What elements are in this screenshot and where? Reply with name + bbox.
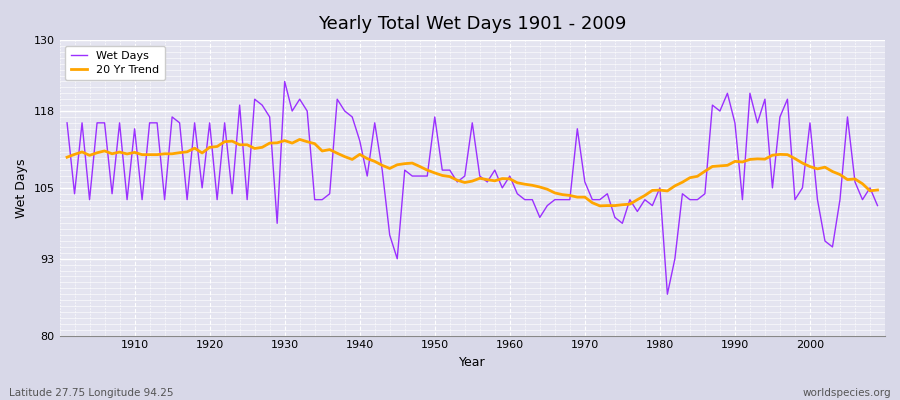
Wet Days [122,197,132,202]
20 Yr Trend [512,180,523,185]
20 Yr Trend [504,176,515,181]
Text: Latitude 27.75 Longitude 94.25: Latitude 27.75 Longitude 94.25 [9,388,174,398]
20 Yr Trend [61,155,72,160]
X-axis label: Year: Year [459,356,486,369]
Title: Yearly Total Wet Days 1901 - 2009: Yearly Total Wet Days 1901 - 2009 [318,15,626,33]
Line: Wet Days: Wet Days [67,82,878,294]
Wet Days [279,79,290,84]
Wet Days [504,174,515,178]
Wet Days [602,191,613,196]
20 Yr Trend [122,152,132,156]
Text: worldspecies.org: worldspecies.org [803,388,891,398]
Y-axis label: Wet Days: Wet Days [15,158,28,218]
Wet Days [294,97,305,102]
20 Yr Trend [872,188,883,192]
Line: 20 Yr Trend: 20 Yr Trend [67,140,878,206]
Wet Days [662,292,673,297]
Wet Days [872,203,883,208]
20 Yr Trend [294,137,305,142]
Wet Days [61,120,72,125]
Wet Days [339,109,350,114]
20 Yr Trend [339,154,350,159]
Wet Days [512,191,523,196]
20 Yr Trend [609,203,620,208]
20 Yr Trend [287,141,298,146]
Legend: Wet Days, 20 Yr Trend: Wet Days, 20 Yr Trend [65,46,165,80]
20 Yr Trend [594,204,605,208]
